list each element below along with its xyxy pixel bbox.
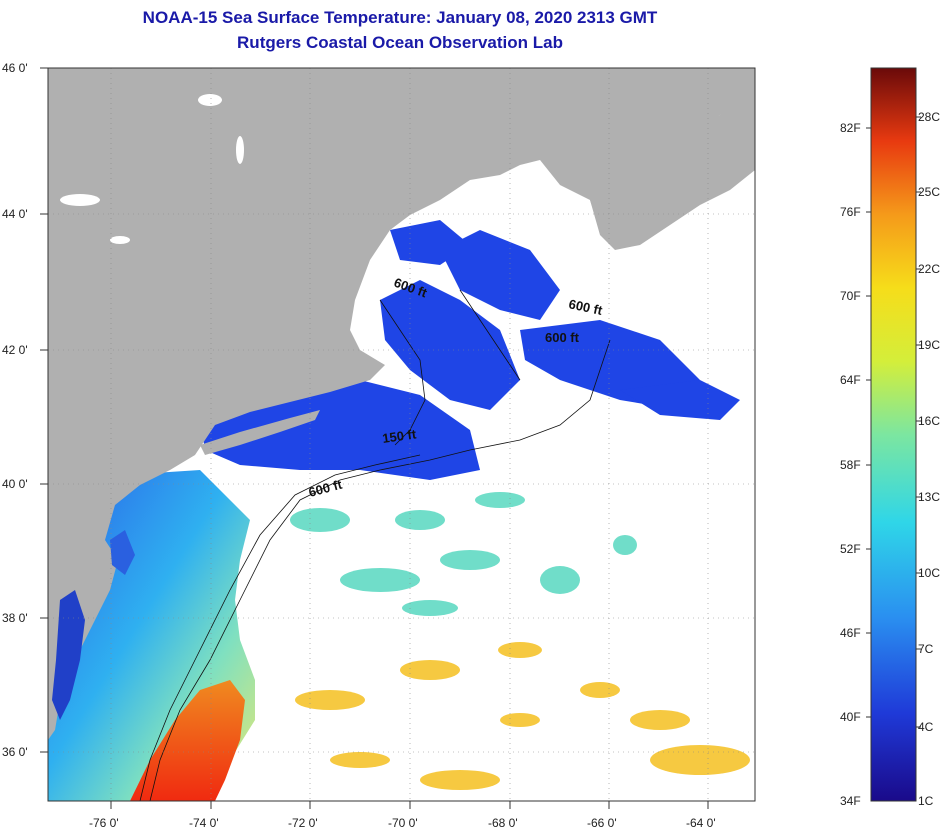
map-title: NOAA-15 Sea Surface Temperature: January… (142, 8, 658, 27)
colorbar-ticks (866, 116, 921, 728)
cb-c-4: 4C (918, 720, 934, 734)
cb-f-52: 52F (840, 542, 861, 556)
cb-f-76: 76F (840, 205, 861, 219)
cb-f-46: 46F (840, 626, 861, 640)
graticule-lines (48, 68, 755, 801)
cb-c-7: 7C (918, 642, 934, 656)
cb-f-58: 58F (840, 458, 861, 472)
lakes (60, 94, 244, 244)
warm-temp-patches (295, 642, 750, 790)
cb-c-10: 10C (918, 566, 941, 580)
cb-f-70: 70F (840, 289, 861, 303)
contour-label-2: 600 ft (567, 296, 604, 318)
lon-label-64: -64 0' (686, 816, 716, 830)
cb-c-22: 22C (918, 262, 941, 276)
lat-label-40: 40 0' (2, 477, 28, 491)
long-island-land (200, 410, 320, 455)
cb-f-64: 64F (840, 373, 861, 387)
lon-label-66: -66 0' (587, 816, 617, 830)
cb-c-16: 16C (918, 414, 941, 428)
cb-c-19: 19C (918, 338, 941, 352)
cb-c-28: 28C (918, 110, 941, 124)
lon-label-74: -74 0' (189, 816, 219, 830)
map-subtitle: Rutgers Coastal Ocean Observation Lab (237, 33, 563, 52)
lat-label-44: 44 0' (2, 207, 28, 221)
lon-label-70: -70 0' (388, 816, 418, 830)
cb-c-25: 25C (918, 185, 941, 199)
depth-contours (139, 289, 611, 801)
lat-label-46: 46 0' (2, 61, 28, 75)
delaware-bay (110, 530, 135, 575)
cb-c-1: 1C (918, 794, 934, 808)
lon-label-68: -68 0' (488, 816, 518, 830)
colorbar (870, 67, 917, 802)
mid-temp-patches (290, 492, 637, 616)
lat-label-36: 36 0' (2, 745, 28, 759)
chesapeake-bay (52, 590, 85, 720)
axis-ticks (40, 67, 709, 809)
lat-label-42: 42 0' (2, 343, 28, 357)
lat-label-38: 38 0' (2, 611, 28, 625)
cb-f-34: 34F (840, 794, 861, 808)
cb-f-40: 40F (840, 710, 861, 724)
map-frame (47, 67, 756, 802)
lon-label-76: -76 0' (89, 816, 119, 830)
nova-scotia-land (590, 108, 755, 250)
land-mass (48, 68, 755, 740)
cb-c-13: 13C (918, 490, 941, 504)
contour-label-4: 150 ft (381, 426, 417, 446)
lon-label-72: -72 0' (288, 816, 318, 830)
cb-f-82: 82F (840, 121, 861, 135)
gulf-stream-warm-water (130, 680, 245, 801)
contour-label-3: 600 ft (545, 330, 580, 345)
